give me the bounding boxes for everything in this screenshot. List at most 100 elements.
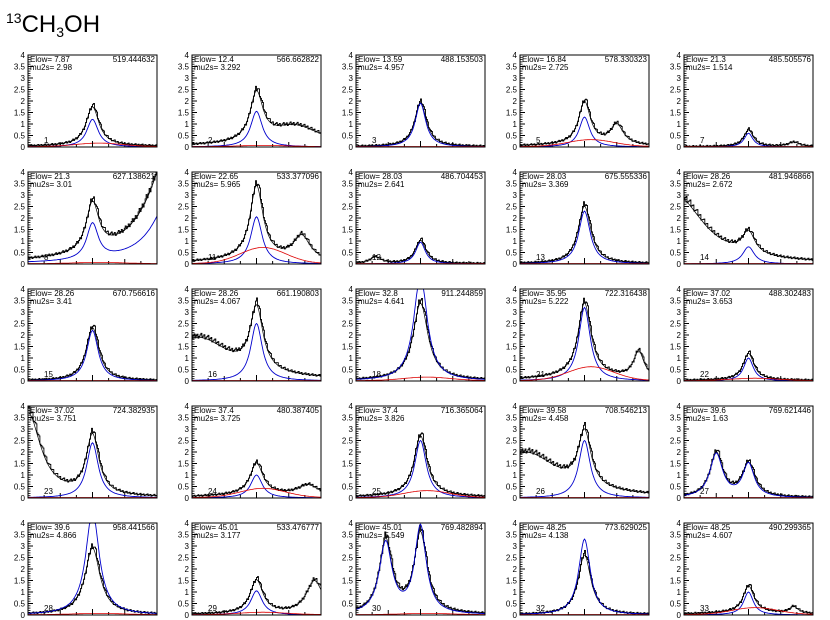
y-tick-label: 1.5 (342, 109, 354, 118)
mu2s-label: mu2s= 1.63 (686, 414, 729, 423)
fit-line (192, 474, 321, 498)
observed-smooth-line (192, 304, 321, 377)
y-tick-label: 0 (21, 143, 26, 152)
y-tick-label: 3 (677, 191, 682, 200)
elow-label: Elow= 39.6 (686, 406, 726, 415)
panel-curves (520, 98, 649, 147)
y-tick-label: 0.5 (506, 249, 518, 258)
observed-line (192, 180, 321, 262)
y-tick-label: 0 (21, 377, 26, 386)
mu2s-label: mu2s= 2.98 (30, 63, 73, 72)
panel-index-label: 24 (208, 487, 217, 496)
observed-smooth-line (684, 585, 813, 614)
y-tick-label: 1 (677, 354, 682, 363)
panel-frame (519, 54, 650, 148)
y-tick-label: 1 (513, 237, 518, 246)
y-tick-label: 0.5 (342, 600, 354, 609)
y-tick-label: 2.5 (506, 437, 518, 446)
y-tick-label: 0.5 (670, 249, 682, 258)
panel-frame (683, 288, 814, 382)
panel-index-label: 30 (372, 604, 381, 613)
y-tick-label: 3 (349, 308, 354, 317)
y-tick-label: 0.5 (178, 600, 190, 609)
y-tick-label: 1 (349, 120, 354, 129)
y-tick-label: 0 (185, 377, 190, 386)
elow-label: Elow= 35.95 (522, 289, 567, 298)
panel-frame (27, 171, 158, 265)
y-tick-label: 2 (677, 331, 682, 340)
frequency-label: 716.365064 (441, 406, 484, 415)
y-tick-label: 3 (677, 425, 682, 434)
y-tick-label: 0 (677, 494, 682, 503)
y-tick-label: 4 (513, 168, 518, 177)
observed-smooth-line (192, 462, 321, 497)
y-tick-label: 3.5 (14, 180, 26, 189)
y-tick-label: 2 (349, 97, 354, 106)
fit-line (192, 216, 321, 264)
mu2s-label: mu2s= 3.725 (194, 414, 241, 423)
mu2s-label: mu2s= 3.292 (194, 63, 241, 72)
y-tick-label: 2.5 (670, 203, 682, 212)
y-tick-label: 2 (349, 565, 354, 574)
elow-label: Elow= 21.3 (686, 55, 726, 64)
y-tick-label: 3.5 (670, 63, 682, 72)
y-tick-label: 0 (349, 494, 354, 503)
y-tick-label: 3 (349, 191, 354, 200)
y-tick-label: 1 (677, 471, 682, 480)
y-tick-label: 3.5 (506, 63, 518, 72)
y-tick-label: 2.5 (506, 554, 518, 563)
y-tick-label: 0.5 (14, 249, 26, 258)
panel-index-label: 28 (44, 604, 53, 613)
y-tick-label: 0 (185, 143, 190, 152)
observed-smooth-line (192, 579, 321, 614)
y-tick-label: 2 (21, 331, 26, 340)
y-tick-label: 1 (513, 471, 518, 480)
panel-index-label: 21 (536, 370, 545, 379)
elow-label: Elow= 28.03 (358, 172, 403, 181)
fit-line (684, 452, 813, 498)
fit-line (356, 102, 485, 147)
elow-label: Elow= 37.02 (686, 289, 731, 298)
y-tick-label: 0.5 (342, 483, 354, 492)
y-tick-label: 2.5 (14, 320, 26, 329)
y-tick-label: 4 (349, 285, 354, 294)
y-tick-label: 2.5 (14, 86, 26, 95)
y-tick-label: 2.5 (178, 320, 190, 329)
panel-frame (355, 288, 486, 382)
y-tick-label: 0.5 (670, 366, 682, 375)
y-tick-label: 0.5 (506, 366, 518, 375)
observed-smooth-line (28, 106, 157, 146)
frequency-label: 661.190803 (277, 289, 320, 298)
mu2s-label: mu2s= 3.177 (194, 531, 241, 540)
mu2s-label: mu2s= 2.725 (522, 63, 569, 72)
y-tick-label: 3 (21, 308, 26, 317)
y-tick-label: 0.5 (178, 366, 190, 375)
panel-frame (27, 288, 158, 382)
panel-index-label: 7 (700, 136, 705, 145)
mu2s-label: mu2s= 5.222 (522, 297, 569, 306)
y-tick-label: 1 (677, 237, 682, 246)
mu2s-label: mu2s= 2.672 (686, 180, 733, 189)
y-tick-label: 1 (349, 471, 354, 480)
frequency-label: 958.441566 (113, 523, 156, 532)
observed-smooth-line (520, 100, 649, 146)
y-tick-label: 1.5 (506, 226, 518, 235)
y-tick-label: 2 (513, 214, 518, 223)
y-tick-label: 3.5 (14, 414, 26, 423)
frequency-label: 675.555336 (605, 172, 648, 181)
y-tick-label: 2 (677, 97, 682, 106)
panel-frame (519, 522, 650, 616)
y-tick-label: 3 (185, 425, 190, 434)
y-tick-label: 3 (513, 308, 518, 317)
panel-frame (191, 171, 322, 265)
observed-line (28, 172, 157, 259)
observed-line (520, 422, 649, 494)
y-tick-label: 1 (513, 354, 518, 363)
y-tick-label: 0.5 (342, 132, 354, 141)
y-tick-label: 2.5 (14, 203, 26, 212)
